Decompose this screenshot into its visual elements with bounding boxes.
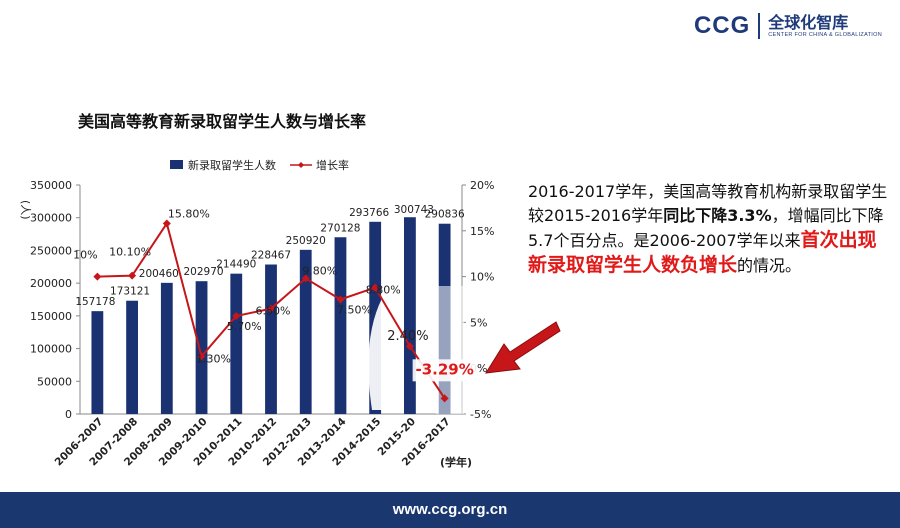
y-left-tick-label: 50000 (37, 375, 72, 388)
y-right-tick-label: 10% (470, 271, 494, 284)
bar (265, 264, 277, 414)
y-left-tick-label: 350000 (30, 179, 72, 192)
bar (160, 282, 173, 414)
growth-rate-marker (371, 283, 380, 292)
growth-rate-marker (440, 394, 449, 403)
pointer-arrow-icon (485, 321, 561, 374)
growth-rate-marker (162, 219, 171, 228)
growth-rate-marker (301, 274, 310, 283)
growth-rate-label: 8.80% (366, 284, 401, 297)
bar-value-label: 250920 (286, 235, 326, 247)
growth-rate-label: 15.80% (168, 207, 210, 220)
legend-label-bar: 新录取留学生人数 (188, 158, 276, 172)
ccg-logo: CCG 全球化智库 CENTER FOR CHINA & GLOBALIZATI… (694, 12, 882, 40)
bar (334, 237, 347, 414)
description-part-3: 的情况。 (737, 256, 802, 275)
growth-rate-label: 1.30% (196, 352, 231, 365)
bar (195, 281, 208, 414)
growth-rate-marker (267, 304, 275, 313)
bar-value-label: 270128 (320, 222, 360, 234)
growth-rate-marker (232, 311, 241, 320)
growth-rate-label: 2.40% (387, 329, 428, 344)
legend-swatch-bar (170, 160, 183, 169)
bar-value-label: 290836 (425, 209, 465, 221)
y-left-tick-label: 0 (65, 408, 72, 421)
growth-rate-label: 6.50% (256, 305, 291, 318)
bar (126, 300, 138, 414)
bar-value-label: 173121 (110, 286, 150, 298)
logo-english-text: CENTER FOR CHINA & GLOBALIZATION (768, 32, 882, 38)
y-left-tick-label: 300000 (30, 212, 72, 225)
highlight-overlay-right (436, 286, 464, 414)
y-left-tick-label: 100000 (30, 343, 72, 356)
bar (91, 311, 104, 414)
growth-rate-label: 10% (73, 249, 97, 262)
growth-rate-label: 5.70% (227, 320, 262, 333)
growth-rate-label: 7.50% (337, 304, 372, 317)
bar-value-label: 300743 (394, 204, 434, 216)
description-part-1: 2016-2017学年，美国高等教育机构新录取留学生较2015-2016学年 (528, 182, 888, 225)
description-bold-decline: 同比下降3.3% (663, 206, 772, 225)
bar-value-label: 200460 (139, 268, 179, 280)
growth-rate-label: 9.80% (302, 264, 337, 277)
x-axis-label: (学年) (440, 455, 472, 469)
bar (230, 273, 243, 414)
bar-value-label: 157178 (75, 296, 115, 308)
description-highlight: 首次出现新录取留学生人数负增长 (528, 229, 877, 276)
logo-ccg-text: CCG (693, 12, 751, 39)
growth-rate-label: 10.10% (109, 246, 151, 259)
y-axis-left-label: (人) (19, 200, 32, 220)
bar (299, 249, 312, 414)
logo-chinese-text: 全球化智库 (768, 13, 849, 32)
footer-url[interactable]: www.ccg.org.cn (392, 501, 508, 518)
logo-right: 全球化智库 CENTER FOR CHINA & GLOBALIZATION (768, 13, 882, 39)
chart-title: 美国高等教育新录取留学生人数与增长率 (78, 112, 367, 131)
y-right-tick-label: 15% (470, 225, 494, 238)
growth-rate-marker (336, 295, 345, 304)
bar-value-label: 202970 (183, 266, 223, 278)
last-label-backdrop (412, 359, 477, 382)
legend-label-line: 增长率 (316, 158, 349, 172)
y-right-tick-label: 20% (470, 179, 494, 192)
growth-rate-marker (128, 271, 137, 280)
description-text: 2016-2017学年，美国高等教育机构新录取留学生较2015-2016学年同比… (528, 180, 890, 278)
description-part-2: ，增幅同比下降5.7个百分点。是2006-2007学年以来 (528, 206, 884, 250)
bar-value-label: 214490 (216, 259, 256, 271)
y-right-tick-label: 5% (470, 316, 487, 329)
growth-rate-label: -3.29% (416, 360, 474, 378)
y-left-tick-label: 250000 (30, 244, 72, 257)
bar-value-label: 228467 (251, 250, 291, 262)
bar-value-label: 293766 (349, 207, 389, 219)
logo-separator (758, 13, 761, 39)
growth-rate-marker (405, 342, 414, 351)
y-left-tick-label: 200000 (30, 277, 72, 290)
y-left-tick-label: 150000 (30, 310, 72, 323)
bar (404, 217, 416, 414)
growth-rate-marker (93, 272, 102, 281)
y-right-tick-label: -5% (470, 408, 491, 421)
growth-rate-marker (197, 352, 206, 361)
footer-bar: www.ccg.org.cn (0, 492, 900, 528)
legend-marker-line (298, 162, 304, 168)
